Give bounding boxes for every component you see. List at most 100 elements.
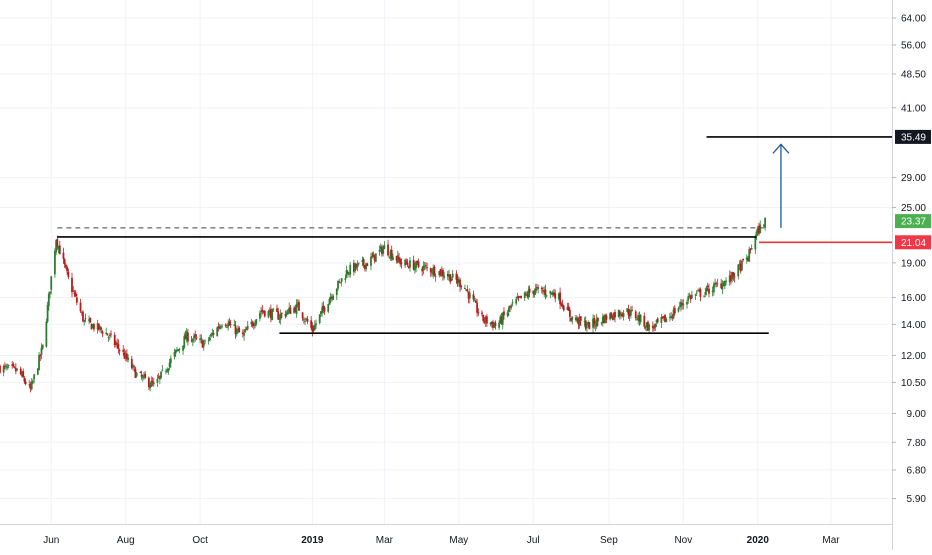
- candle-body: [387, 244, 389, 256]
- candle-body: [36, 368, 39, 375]
- candle-body: [178, 348, 181, 350]
- candle-body: [648, 324, 651, 330]
- candle-body: [133, 366, 136, 368]
- candle-body: [562, 306, 565, 311]
- candle-body: [366, 263, 369, 267]
- candle-body: [210, 334, 213, 337]
- y-tick-label: 64.00: [901, 14, 926, 25]
- candle-body: [472, 294, 475, 300]
- candle-body: [720, 283, 723, 288]
- candle-body: [195, 337, 198, 339]
- candle-body: [465, 289, 468, 291]
- candle-body: [489, 322, 492, 325]
- candle-body: [712, 284, 715, 293]
- x-tick-label: Mar: [822, 535, 840, 546]
- candle-body: [294, 307, 297, 313]
- candle-body: [315, 323, 317, 326]
- candle-body: [730, 275, 732, 281]
- y-tick-label: 5.90: [907, 494, 927, 505]
- candle-body: [629, 309, 632, 316]
- candle-body: [457, 279, 460, 282]
- candle-body: [728, 275, 731, 283]
- candle-body: [295, 303, 298, 315]
- candle-body: [593, 318, 596, 325]
- candle-body: [88, 319, 90, 321]
- candle-body: [190, 340, 193, 341]
- candle-body: [490, 321, 493, 324]
- candle-body: [352, 263, 355, 272]
- candle-body: [46, 305, 49, 322]
- candle-body: [202, 342, 205, 347]
- candle-body: [592, 318, 594, 328]
- candle-body: [174, 349, 177, 354]
- candle-body: [611, 317, 614, 320]
- candle-body: [534, 288, 537, 294]
- price-badge-label: 35.49: [901, 132, 926, 143]
- candle-body: [250, 321, 253, 324]
- candle-body: [725, 280, 727, 283]
- candle-body: [83, 319, 86, 322]
- candle-body: [382, 248, 385, 254]
- candle-body: [23, 378, 26, 382]
- candle-body: [451, 273, 454, 278]
- target-arrow-head: [772, 143, 790, 154]
- candle-body: [150, 380, 153, 387]
- candle-body: [706, 285, 709, 288]
- grid: [0, 0, 892, 524]
- candle-body: [610, 312, 613, 318]
- candle-body: [14, 367, 17, 372]
- candle-body: [481, 312, 483, 314]
- y-tick-label: 14.00: [901, 320, 926, 331]
- y-tick-label: 12.00: [901, 351, 926, 362]
- candle-body: [390, 249, 393, 259]
- candle-body: [135, 372, 138, 377]
- candle-body: [651, 325, 654, 328]
- candle-body: [762, 225, 765, 227]
- candle-body: [510, 305, 513, 308]
- candle-body: [16, 368, 18, 370]
- candle-body: [506, 312, 509, 317]
- candle-body: [73, 292, 76, 295]
- candle-body: [721, 283, 724, 290]
- candle-body: [373, 254, 376, 261]
- y-tick-label: 25.00: [901, 203, 926, 214]
- candle-body: [13, 366, 16, 368]
- candle-body: [416, 260, 419, 263]
- candle-body: [201, 340, 204, 348]
- y-tick-label: 6.80: [907, 465, 927, 476]
- candle-body: [278, 318, 281, 320]
- candle-body: [533, 291, 536, 295]
- candle-body: [122, 349, 125, 352]
- candle-body: [537, 287, 540, 290]
- candle-body: [440, 271, 443, 277]
- candle-body: [56, 239, 59, 247]
- candle-body: [289, 307, 292, 315]
- candle-body: [255, 319, 258, 325]
- candle-body: [412, 259, 415, 270]
- candle-body: [520, 295, 522, 299]
- candle-body: [262, 310, 265, 313]
- candle-body: [312, 329, 315, 331]
- candle-body: [587, 321, 590, 326]
- candle-body: [263, 310, 266, 317]
- candle-body: [467, 291, 470, 299]
- candle-body: [191, 339, 194, 342]
- candle-body: [320, 311, 322, 315]
- candle-body: [723, 281, 726, 287]
- candle-body: [708, 288, 710, 294]
- candle-body: [617, 310, 620, 317]
- candle-body: [139, 372, 142, 373]
- candle-body: [406, 263, 409, 266]
- candle-body: [631, 309, 633, 311]
- candle-body: [276, 308, 278, 312]
- candle-body: [737, 264, 740, 277]
- candle-body: [271, 309, 274, 321]
- candle-body: [24, 381, 27, 385]
- candle-body: [695, 292, 698, 294]
- candle-body: [433, 266, 436, 276]
- candle-body: [158, 375, 161, 380]
- candle-body: [603, 315, 605, 323]
- candle-body: [354, 263, 356, 272]
- candle-body: [455, 273, 458, 280]
- candle-body: [378, 249, 381, 252]
